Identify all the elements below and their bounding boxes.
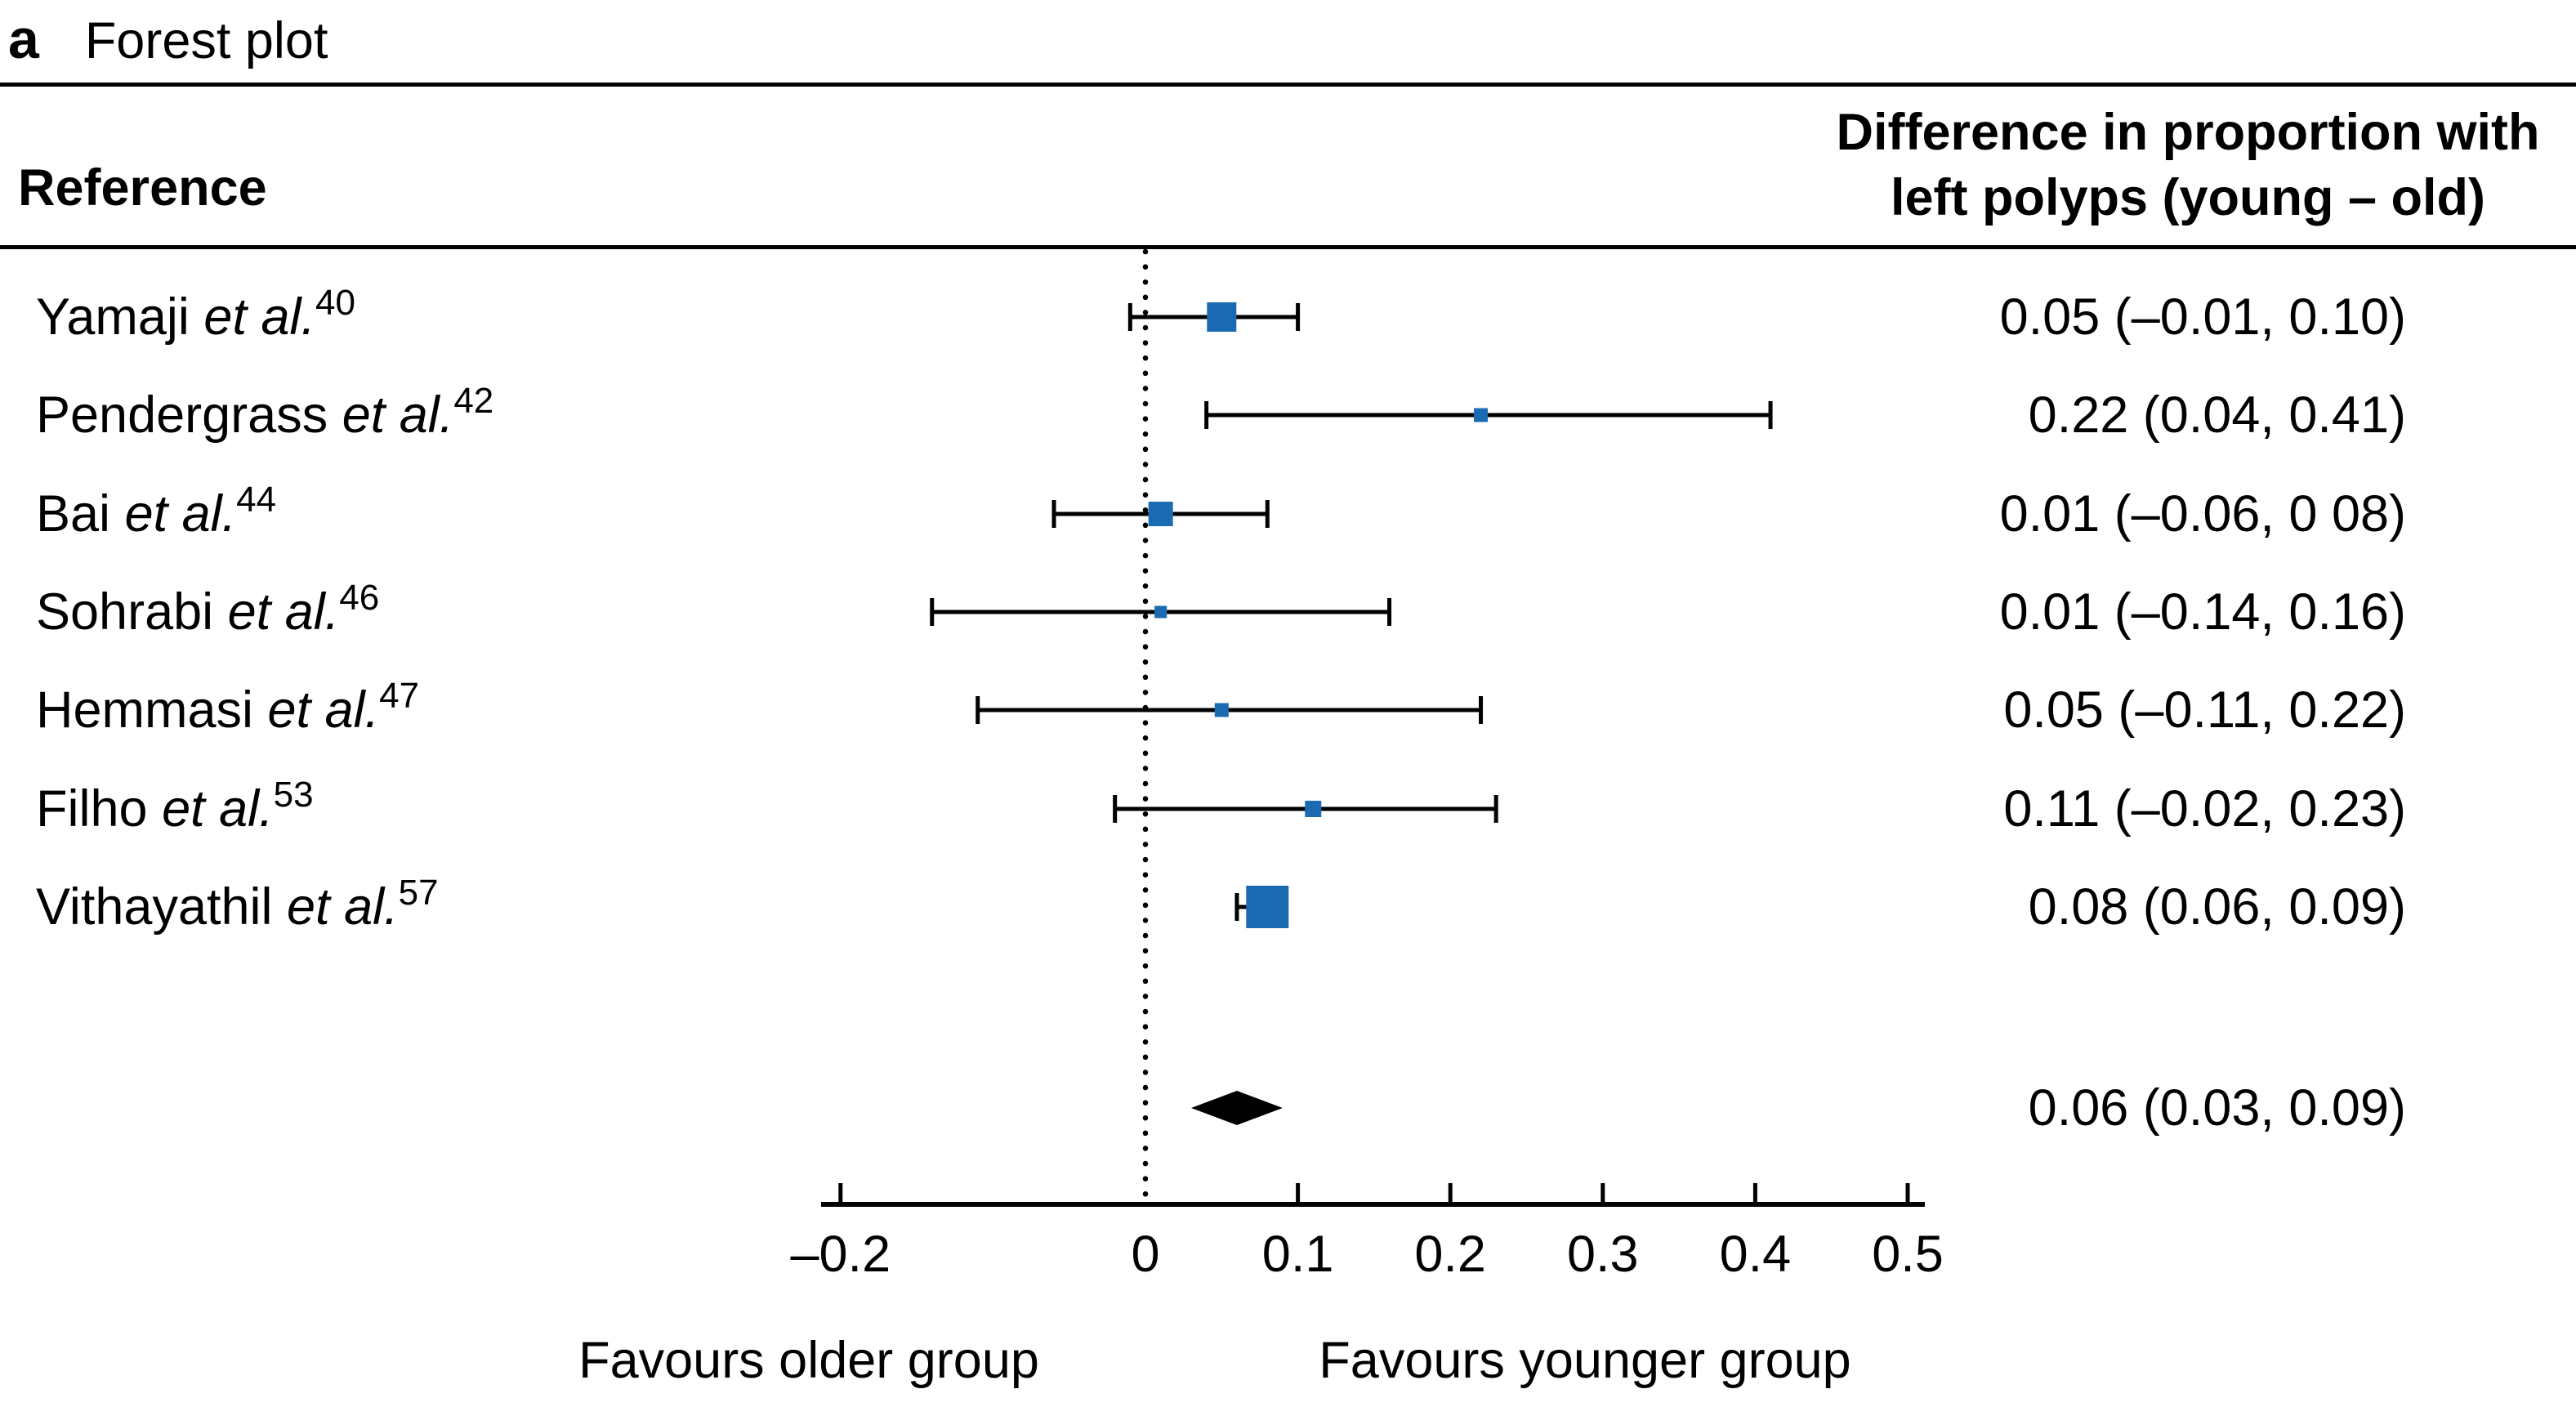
panel-title-text: Forest plot — [84, 12, 328, 69]
study-author: Vithayathil — [36, 878, 288, 936]
study-etal: et al. — [267, 681, 380, 739]
study-value: 0.05 (–0.11, 0.22) — [2003, 681, 2406, 739]
estimate-marker — [1246, 886, 1289, 928]
study-author: Filho — [36, 780, 163, 838]
study-etal: et al. — [162, 780, 274, 838]
study-value: 0.01 (–0.14, 0.16) — [1999, 583, 2406, 641]
study-etal: et al. — [124, 485, 237, 543]
study-value: 0.11 (–0.02, 0.23) — [2003, 780, 2406, 838]
study-etal: et al. — [203, 288, 315, 346]
study-value: 0.01 (–0.06, 0 08) — [1999, 485, 2406, 543]
estimate-marker — [1214, 703, 1229, 717]
value-header-line2: left polyps (young – old) — [1891, 169, 2485, 226]
axis-tick-label: 0.4 — [1719, 1226, 1792, 1283]
estimate-marker — [1148, 502, 1173, 526]
study-etal: et al. — [342, 386, 454, 444]
study-value: 0.08 (0.06, 0.09) — [2028, 878, 2406, 936]
study-author: Yamaji — [36, 288, 204, 346]
study-row-label: Sohrabi et al.46 — [36, 576, 379, 654]
study-etal: et al. — [227, 583, 340, 641]
study-ref-number: 57 — [398, 873, 439, 913]
study-row-label: Hemmasi et al.47 — [36, 674, 419, 752]
study-row-label: Filho et al.53 — [36, 773, 314, 851]
study-ref-number: 40 — [315, 283, 355, 323]
study-author: Pendergrass — [36, 386, 342, 444]
summary-value: 0.06 (0.03, 0.09) — [2028, 1079, 2406, 1137]
summary-diamond — [1190, 1091, 1283, 1125]
study-ref-number: 44 — [236, 480, 277, 520]
study-row-label: Vithayathil et al.57 — [36, 871, 439, 949]
figure-title: a Forest plot — [8, 5, 328, 75]
study-value: 0.22 (0.04, 0.41) — [2028, 386, 2406, 444]
panel-letter: a — [8, 8, 39, 70]
favours-older-label: Favours older group — [578, 1332, 1039, 1389]
estimate-marker — [1305, 801, 1322, 817]
axis-tick-label: 0.5 — [1872, 1226, 1944, 1283]
estimate-marker — [1207, 302, 1237, 332]
study-ref-number: 53 — [273, 775, 314, 815]
axis-tick-label: –0.2 — [790, 1226, 891, 1283]
value-header-line1: Difference in proportion with — [1836, 104, 2540, 161]
value-column-header: Difference in proportion with left polyp… — [1837, 100, 2540, 230]
estimate-marker — [1474, 408, 1489, 422]
study-ref-number: 42 — [453, 381, 494, 421]
study-ref-number: 47 — [379, 676, 420, 716]
axis-tick-label: 0 — [1131, 1226, 1160, 1283]
study-author: Sohrabi — [36, 583, 228, 641]
study-ref-number: 46 — [339, 578, 380, 618]
study-row-label: Bai et al.44 — [36, 478, 276, 556]
study-author: Bai — [36, 485, 125, 543]
favours-younger-label: Favours younger group — [1319, 1332, 1851, 1389]
reference-column-header: Reference — [18, 159, 267, 217]
axis-tick-label: 0.3 — [1567, 1226, 1639, 1283]
axis-tick-label: 0.1 — [1261, 1226, 1334, 1283]
header-rule-top — [0, 83, 2576, 87]
axis-tick-label: 0.2 — [1414, 1226, 1486, 1283]
study-author: Hemmasi — [36, 681, 268, 739]
study-row-label: Yamaji et al.40 — [36, 281, 355, 359]
study-etal: et al. — [287, 878, 399, 936]
header-rule-bottom — [0, 245, 2576, 249]
estimate-marker — [1154, 605, 1167, 619]
study-row-label: Pendergrass et al.42 — [36, 379, 493, 457]
study-value: 0.05 (–0.01, 0.10) — [1999, 288, 2406, 346]
